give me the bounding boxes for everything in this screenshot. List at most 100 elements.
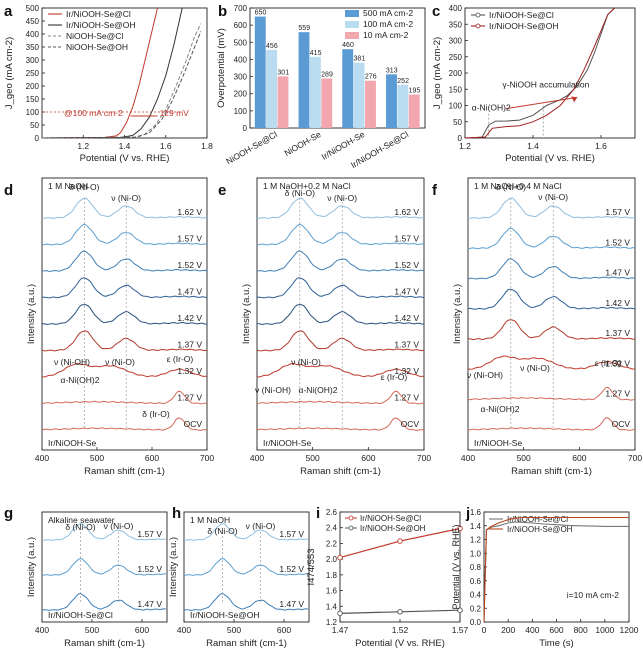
panel-f-series-label-3: 1.42 V	[605, 298, 630, 308]
panel-e-spectrum-7	[256, 390, 425, 405]
panel-j-xtick-label-5: 1000	[595, 625, 614, 635]
panel-b-bar-label-3-0: 313	[386, 67, 398, 74]
panel-g-title: Alkaline seawater	[48, 515, 115, 525]
panel-letter-d: d	[4, 182, 13, 199]
panel-j-ytick-label-7: 1.4	[470, 522, 482, 531]
panel-i-ytick-label-6: 2.4	[326, 524, 338, 533]
panel-d-peak-label-0: δ (Ni-O)	[69, 182, 99, 192]
panel-i-xtick-label-0: 1.47	[332, 625, 349, 635]
panel-j-legend-label-1: Ir/NiOOH-Se@OH	[507, 525, 573, 534]
panel-b-bar-2-0	[342, 49, 354, 129]
panel-b-bar-label-0-2: 301	[277, 69, 289, 76]
panel-e-xtick-label-3: 700	[417, 453, 431, 463]
panel-b-category-0: NiOOH-Se@Cl	[224, 129, 279, 166]
panel-j-series-0	[483, 521, 629, 623]
panel-b-bar-0-1	[266, 49, 278, 129]
panel-letter-c: c	[432, 3, 440, 20]
panel-j-ytick-label-8: 1.6	[470, 508, 482, 517]
panel-g-peak-label-0: δ (Ni-O)	[65, 522, 95, 532]
panel-b-bar-label-2-0: 460	[342, 42, 354, 49]
panel-c-legend-label-1: Ir/NiOOH-Se@OH	[489, 21, 559, 31]
panel-i-xlabel: Potential (V vs. RHE)	[355, 638, 445, 649]
panel-d-title: 1 M NaOH	[48, 181, 88, 191]
panel-h-title: 1 M NaOH	[190, 515, 230, 525]
panel-e-series-label-4: 1.42 V	[394, 313, 419, 323]
panel-i-ylabel: I474/553	[306, 549, 317, 586]
panel-a-xtick-label-2: 1.6	[160, 141, 172, 151]
panel-a-xtick-label-3: 1.8	[201, 141, 213, 151]
panel-e-series-label-2: 1.52 V	[394, 260, 419, 270]
panel-j-series-1	[483, 516, 629, 623]
panel-g-sample-label: Ir/NiOOH-Se@Cl	[48, 610, 113, 620]
panel-i-legend-marker-0	[348, 515, 354, 521]
panel-i-legend-marker-1	[348, 525, 354, 531]
panel-g-xlabel: Raman shift (cm-1)	[64, 638, 145, 649]
panel-h-xlabel: Raman shift (cm-1)	[206, 638, 287, 649]
panel-g-series-label-1: 1.52 V	[137, 564, 162, 574]
panel-h-series-label-2: 1.47 V	[279, 599, 304, 609]
panel-f-ylabel: Intensity (a.u.)	[452, 284, 463, 344]
panel-c-xtick-label-1: 1.4	[527, 141, 539, 151]
panel-b-legend-swatch-0	[345, 10, 359, 17]
panel-e-peak-label-0: δ (Ni-O)	[285, 188, 315, 198]
panel-d-spectrum-8	[41, 417, 208, 431]
panel-h-spectrum-1	[183, 557, 309, 576]
panel-a-ylabel: J_geo (mA cm-2)	[4, 37, 15, 109]
panel-b-bar-label-0-0: 650	[255, 10, 267, 17]
panel-d-series-label-5: 1.37 V	[177, 340, 202, 350]
panel-e-spectrum-1	[256, 223, 425, 246]
panel-b-ytick-label-1: 100	[234, 107, 248, 116]
panel-f-title: 1 M NaOH+0.4 M NaCl	[474, 181, 562, 191]
panel-a-ytick-label-5: 250	[26, 69, 40, 78]
panel-j-xlabel: Time (s)	[539, 638, 573, 649]
panel-d-peak-label-4: α-Ni(OH)2	[61, 375, 100, 385]
panel-d-series-label-6: 1.32 V	[177, 366, 202, 376]
panel-d-series-label-2: 1.52 V	[177, 260, 202, 270]
panel-f-spectrum-5	[467, 355, 636, 370]
panel-g-xtick-label-2: 600	[135, 625, 149, 635]
panel-b-legend-swatch-2	[345, 32, 359, 39]
panel-d-peak-label-2: ν (Ni-OH)	[54, 357, 90, 367]
panel-d-peak-label-5: ε (Ir-O)	[167, 354, 194, 364]
panel-b-axes	[249, 7, 426, 129]
panel-letter-i: i	[316, 505, 320, 522]
panel-e-series-label-6: 1.32 V	[394, 366, 419, 376]
panel-f-spectrum-3	[467, 288, 636, 310]
panel-c-series-1	[464, 7, 615, 139]
panel-f-peak-label-3: ν (Ni-O)	[520, 363, 550, 373]
panel-j-ytick-label-1: 0.2	[470, 604, 482, 613]
panel-c-series-0	[464, 7, 615, 139]
panel-b-bar-1-1	[309, 56, 321, 128]
panel-f-peak-label-4: α-Ni(OH)2	[481, 404, 520, 414]
panel-e-spectrum-2	[256, 250, 425, 272]
panel-a-legend-label-3: NiOOH-Se@OH	[66, 42, 128, 52]
panel-i-point-0-1	[397, 538, 403, 544]
panel-g-peak-label-1: ν (Ni-O)	[104, 521, 134, 531]
panel-j-annotation: i=10 mA cm-2	[567, 590, 619, 600]
panel-i-legend-label-0: Ir/NiOOH-Se@Cl	[360, 514, 421, 523]
panel-c-ytick-label-1: 50	[453, 118, 462, 127]
panel-c-ytick-label-8: 400	[449, 4, 463, 13]
panel-i-ytick-label-7: 2.6	[326, 508, 338, 517]
panel-e-series-label-1: 1.57 V	[394, 234, 419, 244]
panel-a-ytick-label-10: 500	[26, 4, 40, 13]
panel-a-annotation-left: @100 mA cm-2	[64, 108, 123, 118]
panel-f-peak-label-2: ν (Ni-OH)	[467, 370, 503, 380]
panel-h-peak-label-0: δ (Ni-O)	[207, 526, 237, 536]
panel-e-sample-label: Ir/NiOOH-Se	[263, 438, 311, 448]
panel-f-spectrum-0	[467, 197, 636, 219]
panel-d-sample-label: Ir/NiOOH-Se	[48, 438, 96, 448]
panel-e-spectrum-3	[256, 277, 425, 299]
panel-b-bar-3-2	[408, 94, 420, 128]
panel-i-point-0-0	[337, 554, 343, 561]
panel-a-ytick-label-7: 350	[26, 43, 40, 52]
panel-b-bar-label-3-1: 252	[397, 78, 409, 85]
panel-c-legend-label-0: Ir/NiOOH-Se@Cl	[489, 10, 554, 20]
panel-j-xtick-label-1: 200	[501, 625, 515, 635]
panel-f-series-label-5: 1.32 V	[605, 358, 630, 368]
panel-e-peak-label-1: ν (Ni-O)	[327, 193, 357, 203]
panel-i-ytick-label-4: 2.0	[326, 555, 338, 564]
panel-e-spectrum-0	[256, 197, 425, 219]
panel-d-series-label-4: 1.42 V	[177, 313, 202, 323]
